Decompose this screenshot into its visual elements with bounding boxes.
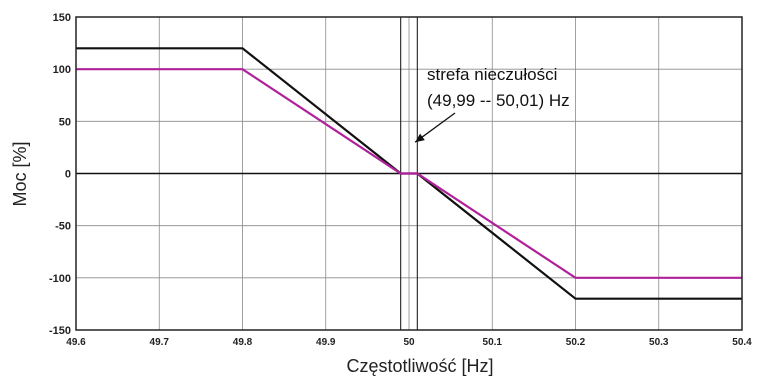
series-line-1 xyxy=(76,68,742,279)
y-tick-label: 0 xyxy=(65,169,71,181)
x-tick-label: 50.4 xyxy=(732,337,752,348)
x-tick-label: 49.9 xyxy=(316,337,336,348)
annotation-line-2: (49,99 -- 50,01) Hz xyxy=(427,91,570,110)
x-tick-label: 50.2 xyxy=(566,337,586,348)
x-axis-label: Częstotliwość [Hz] xyxy=(346,356,493,376)
x-tick-label: 49.6 xyxy=(66,337,86,348)
annotation-arrowhead xyxy=(415,133,425,143)
x-tick-labels: 49.6 49.7 49.8 49.9 50 50.1 50.2 50.3 50.4 xyxy=(66,337,752,348)
x-tick-label: 50.3 xyxy=(649,337,669,348)
x-tick-label: 49.8 xyxy=(233,337,253,348)
y-tick-label: 150 xyxy=(53,12,71,24)
y-tick-labels: 150 100 50 0 -50 -100 -150 xyxy=(49,12,71,337)
y-axis-label: Moc [%] xyxy=(10,141,30,206)
y-tick-label: -100 xyxy=(49,273,71,285)
plot-frame xyxy=(75,16,743,331)
x-tick-label: 50.1 xyxy=(483,337,503,348)
x-tick-label: 50 xyxy=(403,337,415,348)
series-lines xyxy=(76,47,742,300)
y-tick-label: 100 xyxy=(53,64,71,76)
annotation: strefa nieczułości (49,99 -- 50,01) Hz xyxy=(414,65,570,143)
x-tick-label: 49.7 xyxy=(150,337,170,348)
y-tick-label: -150 xyxy=(49,325,71,337)
y-tick-label: 50 xyxy=(59,116,71,128)
y-tick-label: -50 xyxy=(55,221,71,233)
annotation-line-1: strefa nieczułości xyxy=(427,65,557,84)
